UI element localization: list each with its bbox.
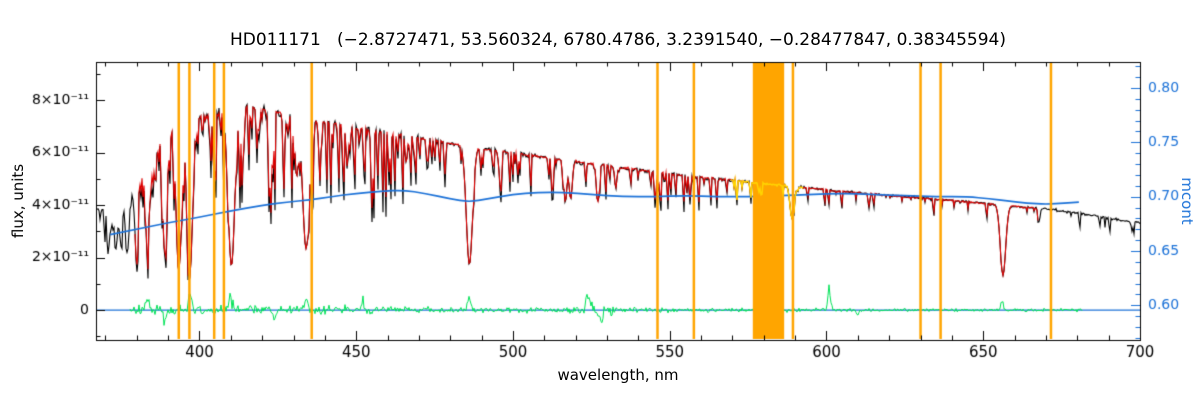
x-axis-label: wavelength, nm <box>557 366 679 384</box>
y-axis-label-flux: flux, units <box>9 163 27 239</box>
plot-title: HD011171 (−2.8727471, 53.560324, 6780.47… <box>230 30 1006 50</box>
y-axis-label-mcont: mcont <box>1178 177 1196 225</box>
